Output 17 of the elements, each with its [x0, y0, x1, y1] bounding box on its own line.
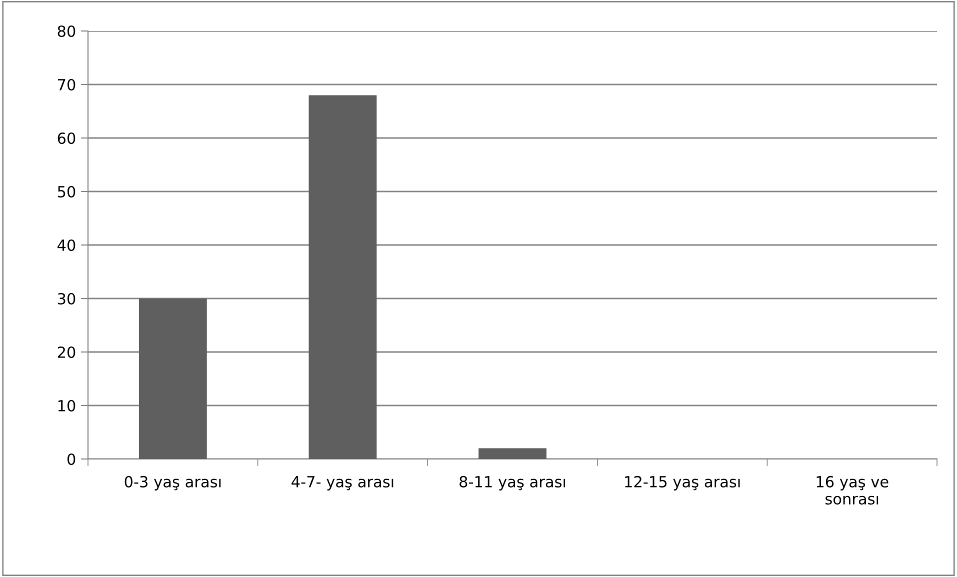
y-tick-label: 0: [67, 453, 76, 466]
x-tick-label: 4-7- yaş arası: [292, 476, 394, 490]
y-tick-label: 10: [58, 400, 76, 412]
bar: [308, 95, 377, 459]
y-tick-label: 30: [58, 292, 76, 305]
y-tick-label: 70: [58, 78, 76, 91]
y-tick-label: 80: [58, 25, 76, 38]
x-tick-label: 12-15 yaş arası: [625, 476, 740, 490]
bar: [138, 298, 207, 459]
y-tick-label: 20: [58, 346, 76, 358]
x-tick-label: 0-3 yaş arası: [124, 476, 221, 490]
y-tick-label: 60: [58, 132, 76, 144]
bar: [478, 448, 546, 459]
y-tick-label: 50: [58, 186, 76, 198]
x-tick-label: 16 yaş ve sonrası: [816, 476, 888, 505]
y-tick-label: 40: [58, 239, 76, 252]
x-tick-label: 8-11 yaş arası: [460, 476, 566, 490]
